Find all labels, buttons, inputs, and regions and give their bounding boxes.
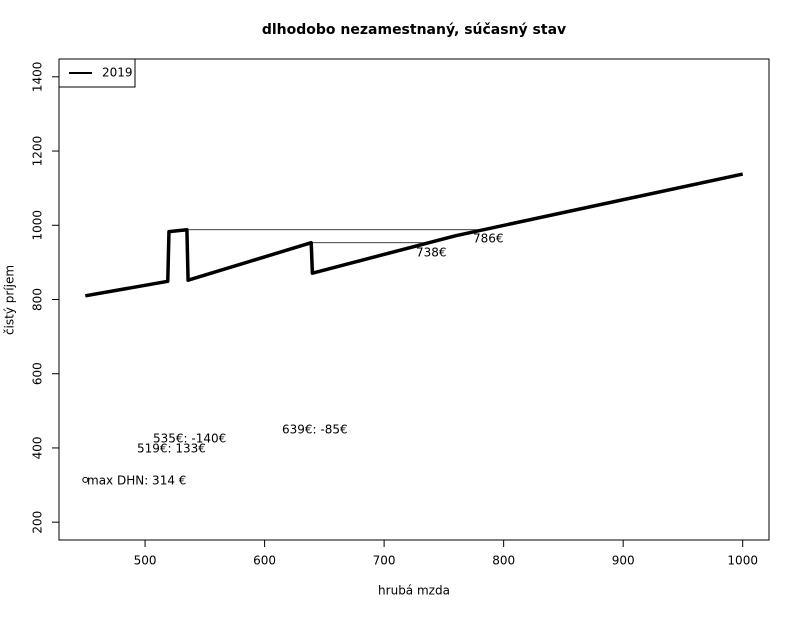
y-axis-label: čistý príjem bbox=[3, 265, 17, 335]
annotation: 639€: -85€ bbox=[282, 423, 348, 437]
x-tick-label: 900 bbox=[612, 554, 635, 568]
y-tick-label: 800 bbox=[31, 288, 45, 311]
annotation: 738€ bbox=[416, 246, 447, 260]
x-axis-label: hrubá mzda bbox=[378, 584, 450, 598]
legend-label: 2019 bbox=[102, 66, 133, 80]
x-tick-label: 600 bbox=[253, 554, 276, 568]
y-tick-label: 200 bbox=[31, 511, 45, 534]
point bbox=[82, 476, 89, 483]
annotation: 535€: -140€ bbox=[153, 432, 226, 446]
x-tick-label: 700 bbox=[373, 554, 396, 568]
x-tick-label: 800 bbox=[492, 554, 515, 568]
line-series bbox=[84, 172, 744, 298]
annotation: 519€: 133€ bbox=[137, 442, 206, 456]
x-tick-label: 1000 bbox=[727, 554, 758, 568]
y-tick-label: 1400 bbox=[31, 62, 45, 93]
y-tick-label: 600 bbox=[31, 362, 45, 385]
y-tick-label: 1000 bbox=[31, 210, 45, 241]
annotation: 786€ bbox=[473, 232, 504, 246]
chart-title: dlhodobo nezamestnaný, súčasný stav bbox=[262, 22, 566, 38]
annotation: max DHN: 314 € bbox=[87, 474, 186, 488]
y-tick-label: 1200 bbox=[31, 136, 45, 167]
y-tick-label: 400 bbox=[31, 437, 45, 460]
x-tick-label: 500 bbox=[134, 554, 157, 568]
